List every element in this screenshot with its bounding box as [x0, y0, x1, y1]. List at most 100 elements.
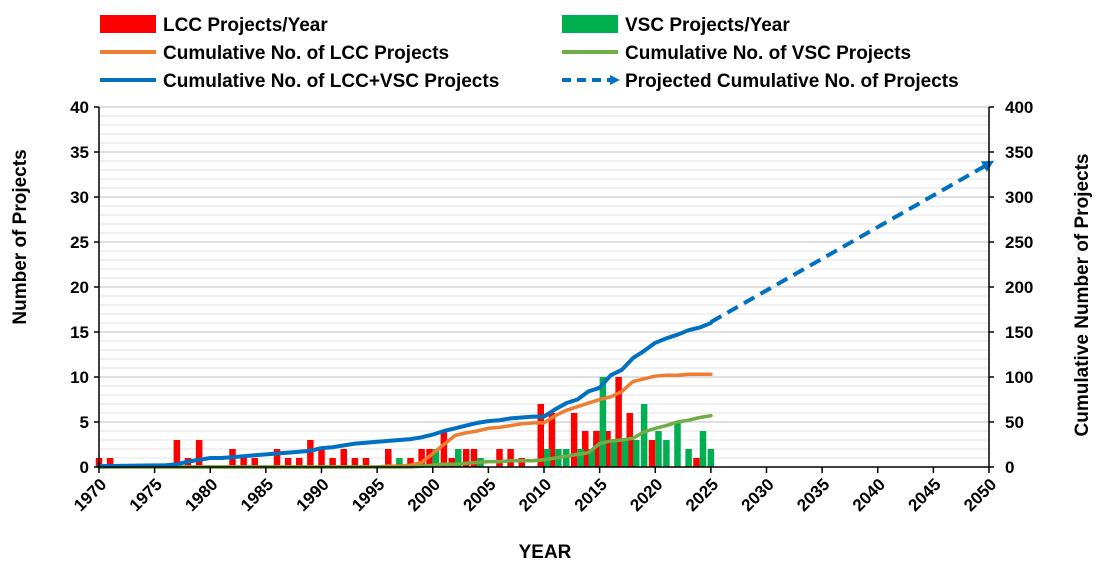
x-tick-label: 2035 [793, 475, 833, 515]
lcc-bar [407, 458, 414, 467]
y2-tick-label: 350 [1005, 143, 1033, 162]
lcc-bar [273, 449, 281, 467]
lcc-bar [615, 377, 622, 467]
x-tick-label: 2010 [515, 475, 555, 515]
lcc-bar [106, 458, 114, 467]
x-tick-label: 2030 [738, 475, 778, 515]
legend-item: Projected Cumulative No. of Projects [562, 71, 959, 92]
y-tick-label: 30 [70, 188, 89, 207]
lcc-bar [604, 431, 611, 467]
y2-tick-label: 250 [1005, 233, 1033, 252]
x-tick-label: 2000 [404, 475, 444, 515]
legend: LCC Projects/Year VSC Projects/Year Cumula… [100, 15, 959, 92]
gridlines [99, 106, 989, 468]
vsc-bar [455, 449, 462, 467]
y-tick-label: 10 [70, 368, 89, 387]
legend-label: Cumulative No. of VSC Projects [625, 43, 911, 64]
vsc-bar [707, 449, 715, 467]
lcc-bar [284, 458, 292, 467]
legend-item: Cumulative No. of LCC Projects [100, 43, 449, 64]
lcc-bar [648, 440, 656, 467]
x-tick-label: 2025 [682, 475, 722, 515]
x-tick-label: 1980 [181, 475, 221, 515]
vsc-bar [563, 449, 570, 467]
vsc-bar [610, 440, 618, 467]
lcc-bar [240, 458, 247, 467]
lcc-bar [570, 413, 578, 467]
lcc-bar [307, 440, 314, 467]
x-tick-label: 2040 [849, 475, 889, 515]
x-tick-label: 2005 [460, 475, 500, 515]
x-axis-title: YEAR [519, 542, 572, 563]
y2-tick-label: 50 [1005, 413, 1024, 432]
x-tick-label: 2020 [626, 475, 666, 515]
lcc-bar [470, 449, 478, 467]
legend-label: Cumulative No. of LCC Projects [163, 43, 449, 64]
y-tick-label: 0 [80, 458, 89, 477]
vsc-cumulative-line [97, 413, 713, 469]
lcc-bar [582, 431, 589, 467]
y2-tick-label: 400 [1005, 98, 1033, 117]
vsc-bar [633, 440, 640, 467]
lcc-bar [195, 440, 203, 467]
y-tick-label: 25 [70, 233, 89, 252]
legend-item: VSC Projects/Year [562, 15, 790, 36]
x-tick-label: 1995 [348, 475, 388, 515]
y-tick-label: 40 [70, 98, 89, 117]
y-tick-label: 5 [80, 413, 89, 432]
x-tick-label: 1975 [126, 475, 166, 515]
y-tick-label: 15 [70, 323, 89, 342]
vsc-bar [655, 431, 662, 467]
legend-arrow-icon [610, 75, 620, 85]
y-tick-label: 35 [70, 143, 89, 162]
vsc-bar [599, 377, 607, 467]
vsc-bar [640, 404, 648, 467]
y2-tick-label: 200 [1005, 278, 1033, 297]
legend-label: Projected Cumulative No. of Projects [625, 71, 959, 92]
vsc-bar [663, 440, 670, 467]
lcc-bar [385, 449, 392, 467]
vsc-bar [396, 458, 403, 467]
y-tick-label: 20 [70, 278, 89, 297]
lcc-bar [593, 431, 600, 467]
x-tick-label: 1990 [293, 475, 333, 515]
legend-item: Cumulative No. of VSC Projects [562, 43, 911, 64]
lcc-bar [537, 404, 544, 467]
total-cumulative-line [97, 321, 713, 469]
legend-item: LCC Projects/Year [100, 15, 328, 36]
lcc-bar [518, 458, 525, 467]
y2-tick-label: 0 [1005, 458, 1014, 477]
lcc-bar [351, 458, 359, 467]
lcc-bar [496, 449, 503, 467]
legend-item: Cumulative No. of LCC+VSC Projects [100, 71, 499, 92]
lcc-bar [548, 413, 556, 467]
legend-swatch [562, 15, 618, 33]
lcc-bar [329, 458, 336, 467]
lcc-bar [507, 449, 514, 467]
y2-tick-label: 100 [1005, 368, 1033, 387]
lcc-bar [318, 449, 325, 467]
lcc-bar [418, 449, 425, 467]
x-tick-label: 1985 [237, 475, 277, 515]
lcc-bar [362, 458, 370, 467]
legend-label: LCC Projects/Year [163, 15, 328, 36]
lcc-bar [173, 440, 181, 467]
lcc-bar [448, 458, 455, 467]
vsc-bar [577, 449, 584, 467]
legend-label: VSC Projects/Year [625, 15, 790, 36]
vsc-bar [621, 440, 629, 467]
y2-axis-title: Cumulative Number of Projects [1072, 154, 1093, 437]
lcc-bar [462, 449, 470, 467]
x-tick-label: 2015 [571, 475, 611, 515]
vsc-bar [588, 449, 595, 467]
y2-tick-label: 300 [1005, 188, 1033, 207]
lcc-bar [340, 449, 347, 467]
vsc-bar [685, 449, 692, 467]
x-tick-label: 2050 [960, 475, 1000, 515]
legend-swatch [100, 15, 156, 33]
legend-label: Cumulative No. of LCC+VSC Projects [163, 71, 499, 92]
y-axis-title: Number of Projects [10, 149, 31, 324]
projected-line [709, 160, 995, 324]
x-tick-label: 1970 [70, 475, 110, 515]
